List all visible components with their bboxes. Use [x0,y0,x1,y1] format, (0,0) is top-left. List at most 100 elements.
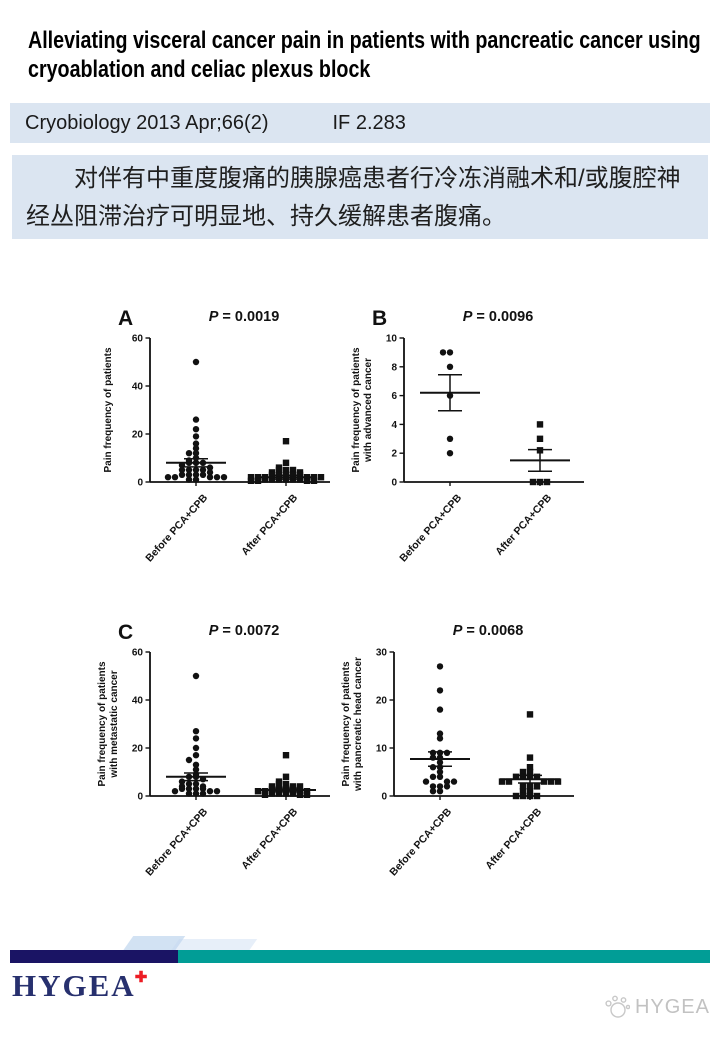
data-point [192,766,200,773]
data-point [254,788,262,795]
data-point [261,791,269,798]
data-point [178,785,186,792]
data-point [261,476,269,483]
y-axis-label: Pain frequency of patients [103,347,114,472]
category-label: After PCA+CPB [483,806,544,872]
chart-panel-b: B P = 0.0096 Pain frequency of patients wit… [350,288,612,593]
data-point [171,474,179,481]
red-cross-icon: ✚ [134,970,148,986]
data-point [192,471,200,478]
y-tick-label: 10 [386,334,398,345]
y-axis-label: with metastatic cancer [109,670,120,778]
data-point [185,756,193,764]
y-tick-label: 4 [391,420,397,431]
data-point [282,773,290,780]
data-point [199,471,207,478]
category-label: Before PCA+CPB [143,806,210,879]
y-tick-label: 40 [132,382,144,393]
y-tick-label: 60 [132,648,144,659]
data-point [199,785,207,792]
data-point [533,792,541,800]
data-point [536,435,544,442]
y-tick-label: 0 [391,478,397,489]
data-point [543,478,551,486]
data-point [247,477,255,484]
data-point [185,466,193,474]
footer-bar-teal [178,950,710,963]
data-point [446,349,454,356]
y-tick-label: 20 [376,696,388,707]
data-point [282,752,290,759]
data-point [446,363,454,370]
data-point [268,471,276,478]
data-point [317,474,325,481]
y-axis-label: Pain frequency of patients [341,661,352,786]
data-point [220,474,228,481]
data-point [192,752,200,759]
y-axis-label: with pancreatic head cancer [353,657,364,792]
data-point [450,778,458,785]
data-point [171,788,179,795]
data-point [282,466,290,474]
data-point [436,663,444,670]
scatter-plot-svg: C P = 0.0072 Pain frequency of patients wit… [97,621,330,879]
data-point [436,730,444,737]
panel-letter: A [118,307,133,330]
category-label: Before PCA+CPB [397,492,464,565]
data-point [282,438,290,445]
y-tick-label: 30 [376,648,388,659]
summary-box-cn: 对伴有中重度腹痛的胰腺癌患者行冷冻消融术和/或腹腔神经丛阻滞治疗可明显地、持久缓… [12,155,708,239]
data-point [296,471,304,478]
data-point [554,778,562,785]
data-point [436,706,444,713]
data-point [533,783,541,790]
data-point [296,476,304,483]
y-tick-label: 60 [132,334,144,345]
data-point [164,474,172,481]
data-point [498,778,506,785]
data-point [268,790,276,797]
data-point [526,783,534,790]
data-point [512,792,520,800]
paw-icon [605,995,630,1018]
data-point [303,477,311,484]
data-point [422,778,430,785]
y-tick-label: 6 [391,391,397,402]
data-point [282,459,290,466]
data-point [206,469,214,476]
data-point [446,450,454,457]
data-point [275,466,283,474]
data-point [206,788,214,795]
data-point [192,780,200,788]
data-point [429,773,437,780]
data-point [436,788,444,795]
data-point [192,358,200,366]
data-point [178,778,186,785]
data-point [436,687,444,694]
hygea-logo-text: HYGEA [12,968,136,1003]
data-point [192,735,200,742]
paper-title: Alleviating visceral cancer pain in pati… [28,27,701,83]
data-point [185,790,193,797]
data-point [436,773,444,780]
category-label: After PCA+CPB [239,492,300,558]
data-point [519,783,527,790]
y-axis-label: Pain frequency of patients [351,347,362,472]
impact-factor: IF 2.283 [332,111,406,134]
data-point [185,780,193,788]
data-point [213,474,221,481]
data-point [268,785,276,792]
data-point [310,477,318,484]
journal-citation: Cryobiology 2013 Apr;66(2) [25,111,269,134]
data-point [185,476,193,483]
data-point [429,764,437,771]
data-point [247,474,255,481]
data-point [206,464,214,471]
y-tick-label: 40 [132,696,144,707]
data-point [289,466,297,474]
data-point [199,466,207,474]
p-value-label: P = 0.0096 [463,309,534,325]
data-point [526,711,534,718]
p-value-label: P = 0.0068 [453,623,524,639]
